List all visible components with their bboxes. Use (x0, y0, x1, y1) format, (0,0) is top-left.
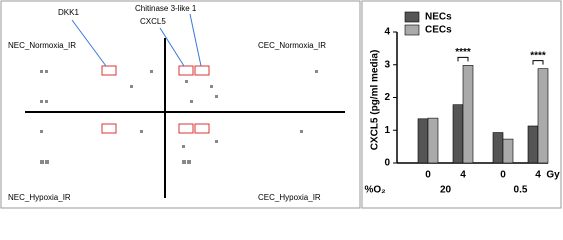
legend-label: CECs (425, 25, 452, 36)
group-label: 0.5 (514, 185, 528, 196)
spots (40, 70, 318, 164)
array-label: CXCL5 (140, 17, 166, 26)
y-tick-label: 4 (384, 27, 390, 38)
protein-array: DKK1 Chitinase 3-like 1 CXCL5 NEC_Normox… (8, 4, 345, 202)
bar (427, 117, 439, 164)
x-tick-label: 0 (425, 170, 431, 181)
x-tick-label: 4 (535, 170, 541, 181)
array-panel (0, 0, 361, 209)
significance-bracket (457, 56, 469, 62)
legend-swatch (404, 11, 420, 23)
group-label: 20 (440, 185, 452, 196)
significance-bracket (532, 60, 544, 65)
bar (492, 132, 504, 164)
group-axis-label: %O₂ (364, 185, 385, 196)
bar (452, 104, 464, 164)
figure: DKK1 Chitinase 3-like 1 CXCL5 NEC_Normox… (0, 0, 562, 209)
significance-label: **** (530, 50, 546, 61)
array-label: Chitinase 3-like 1 (135, 4, 197, 13)
x-unit: Gy (546, 170, 560, 181)
array-label: NEC_Normoxia_IR (8, 41, 76, 50)
bar (527, 125, 539, 164)
array-label: CEC_Normoxia_IR (258, 41, 326, 50)
highlight-boxes (101, 65, 210, 134)
array-label: CEC_Hypoxia_IR (258, 193, 321, 202)
y-tick-label: 2 (384, 92, 390, 103)
array-label: DKK1 (58, 8, 79, 17)
array-label: NEC_Hypoxia_IR (8, 193, 71, 202)
arrows (71, 13, 202, 67)
legend-label: NECs (425, 12, 452, 23)
bar (417, 118, 429, 164)
y-tick-label: 0 (384, 158, 390, 169)
x-tick-label: 4 (460, 170, 466, 181)
bar (537, 68, 549, 164)
y-tick-label: 1 (384, 125, 390, 136)
y-tick-label: 3 (384, 59, 390, 70)
x-tick-label: 0 (500, 170, 506, 181)
bar (462, 65, 474, 164)
bar (502, 138, 514, 164)
significance-label: **** (455, 47, 471, 58)
y-axis-label: CXCL5 (pg/ml media) (370, 50, 381, 151)
legend-swatch (404, 24, 420, 36)
